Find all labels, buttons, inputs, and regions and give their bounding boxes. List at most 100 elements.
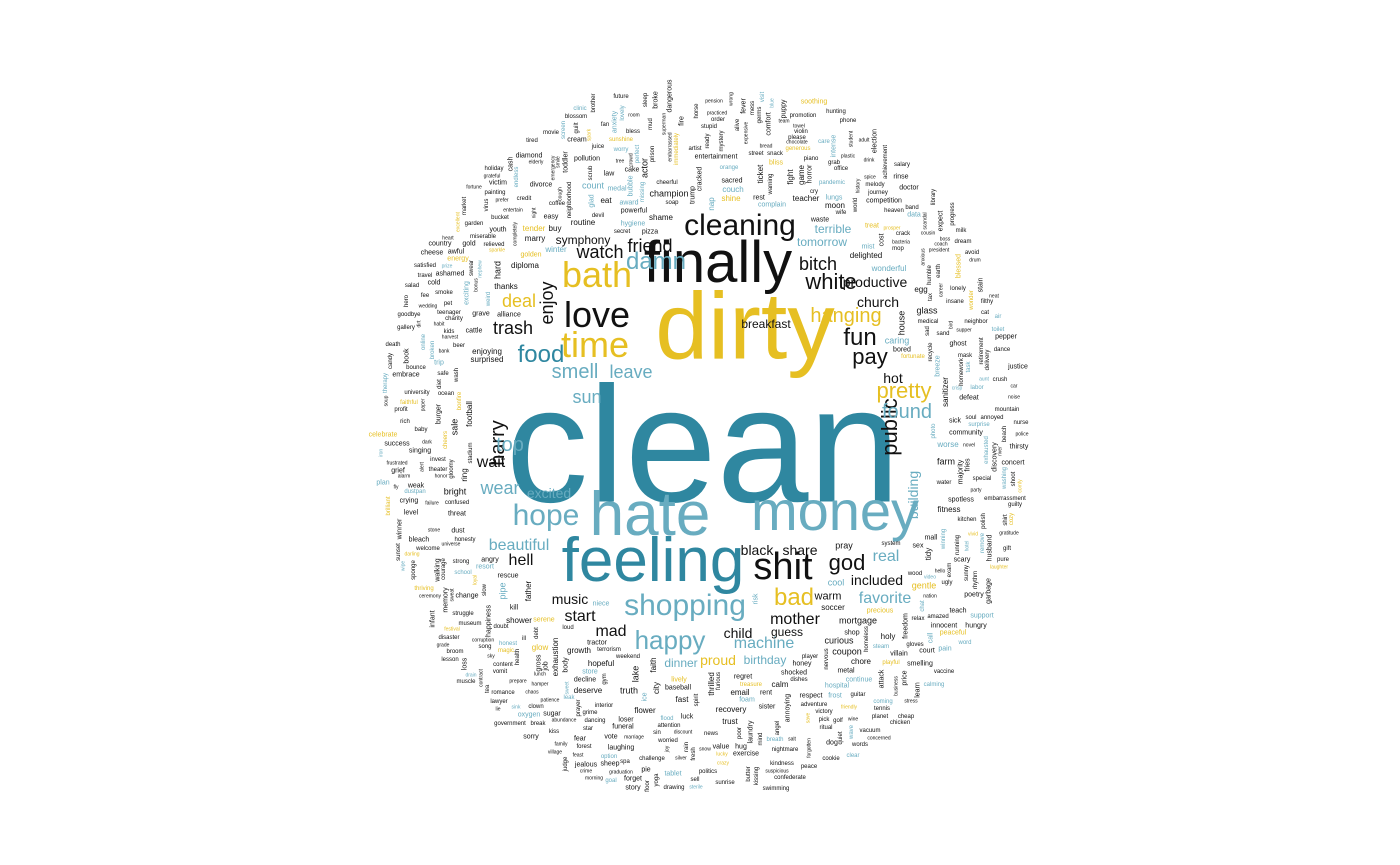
cloud-word: dishes — [790, 677, 808, 683]
cloud-word: sunset — [396, 543, 402, 561]
cloud-word: bitch — [798, 254, 838, 274]
cloud-word: immediately — [674, 132, 680, 166]
cloud-word: justice — [1008, 363, 1028, 371]
cloud-word: clown — [528, 704, 544, 710]
cloud-word: nervous — [824, 648, 830, 670]
cloud-word: kissing — [754, 766, 760, 786]
cloud-word: cake — [624, 166, 640, 174]
cloud-word: fortune — [466, 184, 482, 191]
cloud-word: thanks — [494, 282, 518, 291]
cloud-word: supper — [956, 327, 972, 334]
cloud-word: comfy — [1017, 479, 1024, 493]
cloud-word: miserable — [469, 234, 497, 240]
cloud-word: trump — [689, 186, 697, 204]
cloud-word: pipe — [497, 582, 508, 600]
cloud-word: challenge — [639, 756, 665, 762]
cloud-word: wood — [907, 571, 923, 577]
cloud-word: fan — [600, 122, 610, 128]
cloud-word: bird — [948, 320, 955, 330]
cloud-word: hard — [492, 260, 503, 280]
cloud-word: exam — [947, 562, 953, 578]
cloud-word: walking — [434, 558, 442, 582]
cloud-word: wrong — [728, 92, 735, 106]
cloud-word: career — [938, 282, 945, 298]
cloud-word: soccer — [821, 603, 845, 612]
cloud-word: ice — [641, 692, 649, 702]
cloud-word: room — [628, 112, 640, 119]
cloud-word: break — [530, 721, 546, 727]
cloud-word: fever — [740, 98, 748, 114]
cloud-word: judge — [563, 756, 569, 772]
cloud-word: amazed — [927, 614, 949, 620]
cloud-word: juice — [591, 144, 605, 150]
cloud-word: feast — [572, 752, 584, 759]
cloud-word: song — [478, 644, 492, 650]
cloud-word: band — [905, 205, 919, 211]
cloud-word: top — [496, 434, 524, 456]
cloud-word: trip — [434, 359, 444, 367]
cloud-word: order — [710, 117, 726, 123]
cloud-word: shocked — [780, 669, 808, 677]
cloud-word: guitar — [850, 692, 866, 698]
cloud-word: fire — [678, 116, 686, 126]
cloud-word: gold — [462, 240, 476, 248]
cloud-word: bucket — [491, 215, 509, 221]
cloud-word: fee — [420, 293, 430, 299]
cloud-word: swear — [469, 259, 475, 277]
cloud-word: artist — [688, 146, 702, 152]
cloud-word: neighborhood — [567, 181, 573, 219]
cloud-word: court — [919, 647, 935, 655]
cloud-word: hanging — [810, 305, 882, 327]
cloud-word: death — [385, 342, 401, 348]
cloud-word: option — [600, 754, 618, 760]
cloud-word: teach — [949, 607, 967, 615]
cloud-word: shoot — [1011, 471, 1017, 487]
cloud-word: majority — [957, 459, 965, 485]
cloud-word: weak — [407, 482, 425, 490]
cloud-word: football — [465, 401, 474, 427]
cloud-word: disaster — [438, 635, 460, 641]
cloud-word: beautiful — [488, 537, 550, 554]
cloud-word: share — [782, 542, 818, 558]
cloud-word: devil — [591, 213, 605, 219]
cloud-word: nightmare — [771, 747, 799, 753]
cloud-word: church — [856, 294, 900, 310]
cloud-word: enjoying — [472, 347, 502, 356]
cloud-word: tender — [522, 224, 546, 233]
cloud-word: remove — [980, 532, 986, 554]
cloud-word: complain — [757, 201, 787, 209]
cloud-word: ocean — [437, 391, 455, 397]
cloud-word: clinic — [573, 106, 587, 112]
cloud-word: kindness — [770, 761, 794, 767]
cloud-word: star — [582, 726, 594, 732]
cloud-word: shame — [648, 213, 674, 222]
cloud-word: laughter — [989, 564, 1009, 571]
cloud-word: waste — [810, 216, 830, 224]
cloud-word: pension — [705, 98, 723, 105]
cloud-word: rescue — [497, 572, 519, 580]
cloud-word: neat — [989, 293, 999, 300]
cloud-word: swimming — [762, 786, 790, 792]
cloud-word: embarrassed — [667, 132, 674, 162]
cloud-word: cozy — [1009, 512, 1015, 526]
cloud-word: promotion — [789, 113, 817, 119]
cloud-word: dust — [451, 527, 465, 535]
cloud-word: silver — [675, 755, 687, 762]
cloud-word: clear — [846, 753, 860, 759]
cloud-word: lunch — [534, 671, 546, 678]
cloud-word: precious — [866, 607, 894, 615]
cloud-word: forgotten — [806, 738, 813, 758]
cloud-word: comfort — [765, 112, 773, 136]
cloud-word: homeless — [864, 626, 870, 652]
cloud-word: wonderful — [871, 264, 907, 273]
cloud-word: book — [403, 348, 411, 364]
cloud-word: intense — [830, 134, 838, 158]
cloud-word: garbage — [985, 578, 993, 604]
cloud-word: country — [428, 240, 452, 248]
cloud-word: annoying — [784, 693, 792, 723]
cloud-word: vaccine — [933, 669, 955, 675]
cloud-word: loss — [461, 657, 469, 671]
cloud-word: system — [881, 541, 901, 547]
cloud-word: hope — [512, 499, 580, 532]
cloud-word: gloomy — [449, 459, 455, 479]
